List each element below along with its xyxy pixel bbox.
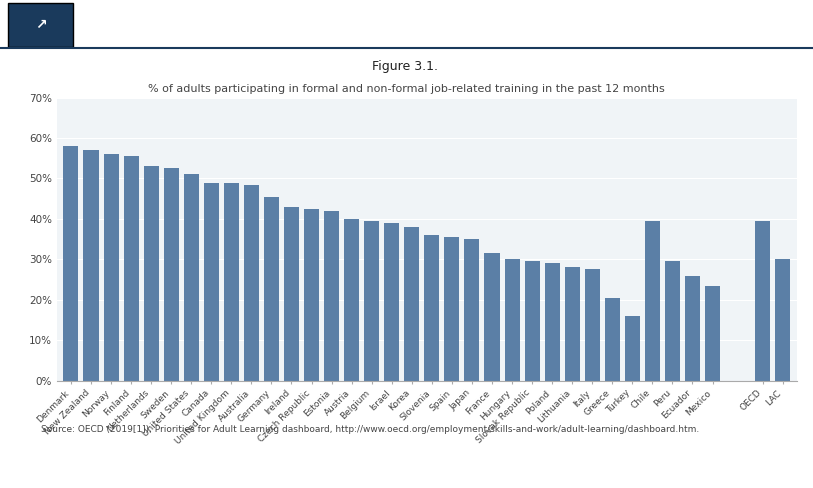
Bar — [364, 221, 379, 381]
Bar — [645, 221, 660, 381]
Bar — [524, 262, 540, 381]
Bar — [625, 316, 640, 381]
Bar — [585, 269, 600, 381]
Bar — [324, 211, 339, 381]
Bar — [163, 168, 179, 381]
Text: Figure 3.1. Adults’ participation in learning is insufficient in many countries: Figure 3.1. Adults’ participation in lea… — [172, 61, 641, 73]
Bar — [565, 267, 580, 381]
Bar — [685, 276, 700, 381]
Bar — [755, 221, 770, 381]
Bar — [505, 259, 520, 381]
Text: Figure 3.1.: Figure 3.1. — [372, 61, 441, 73]
Bar — [545, 264, 559, 381]
Bar — [304, 209, 319, 381]
Bar — [605, 298, 620, 381]
Bar — [204, 183, 219, 381]
Bar — [103, 154, 119, 381]
Bar — [665, 262, 680, 381]
Bar — [244, 184, 259, 381]
Bar — [63, 146, 79, 381]
Bar — [775, 259, 790, 381]
FancyBboxPatch shape — [8, 3, 73, 47]
Bar — [464, 239, 480, 381]
Bar — [404, 227, 420, 381]
Bar — [344, 219, 359, 381]
Bar — [485, 253, 499, 381]
Bar — [284, 207, 299, 381]
Bar — [445, 237, 459, 381]
Bar — [224, 183, 239, 381]
Bar — [124, 156, 138, 381]
Bar — [264, 197, 279, 381]
Bar — [385, 223, 399, 381]
Bar — [84, 150, 98, 381]
Bar — [184, 174, 198, 381]
Text: ↗: ↗ — [35, 18, 46, 32]
Bar — [705, 285, 720, 381]
Bar — [424, 235, 439, 381]
Text: Source: OECD (2019[1]), Priorities for Adult Learning dashboard, http://www.oecd: Source: OECD (2019[1]), Priorities for A… — [41, 425, 699, 433]
Text: % of adults participating in formal and non-formal job-related training in the p: % of adults participating in formal and … — [148, 84, 665, 94]
Bar — [144, 166, 159, 381]
